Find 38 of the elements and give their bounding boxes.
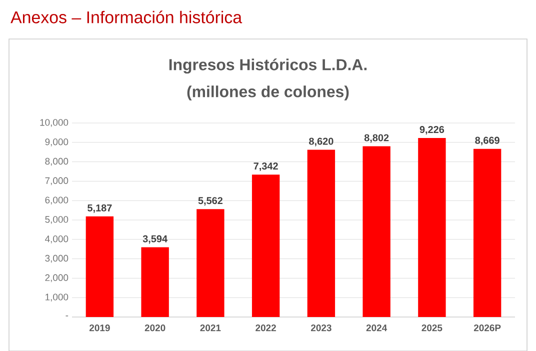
data-label: 8,802 — [364, 134, 389, 143]
x-tick-label: 2024 — [366, 324, 388, 332]
data-label: 9,226 — [420, 126, 444, 134]
data-label: 3,594 — [142, 235, 168, 244]
bar — [418, 138, 446, 317]
x-tick-label: 2023 — [310, 324, 332, 332]
y-tick-label: 10,000 — [40, 118, 68, 127]
data-label: 8,620 — [309, 138, 334, 146]
bar — [196, 208, 224, 317]
x-tick-label: 2026P — [474, 324, 501, 332]
y-tick-label: - — [66, 315, 68, 316]
x-tick-label: 2025 — [422, 324, 442, 332]
chart-title: Ingresos Históricos L.D.A. — [169, 58, 367, 74]
y-tick-label: 8,000 — [45, 158, 68, 166]
bar — [141, 247, 169, 317]
y-tick-label: 6,000 — [45, 196, 68, 204]
data-label: 7,342 — [254, 162, 278, 171]
x-tick-label: 2022 — [256, 324, 276, 332]
data-label: 5,187 — [88, 204, 112, 213]
bar — [252, 174, 280, 317]
y-tick-label: 7,000 — [45, 177, 68, 185]
bar — [86, 216, 114, 317]
data-label: 5,562 — [198, 196, 223, 206]
y-tick-label: 3,000 — [45, 254, 68, 263]
bar — [362, 146, 390, 317]
x-tick-label: 2020 — [144, 324, 166, 332]
y-tick-label: 9,000 — [45, 138, 68, 146]
data-label: 8,669 — [475, 136, 500, 146]
x-tick-label: 2021 — [200, 324, 221, 332]
y-tick-label: 1,000 — [46, 293, 68, 302]
chart-subtitle: (millones de colones) — [187, 85, 349, 100]
y-tick-label: 4,000 — [45, 235, 68, 244]
y-tick-label: 5,000 — [45, 216, 68, 224]
text: Anexos – Información histórica — [10, 10, 242, 24]
bar — [473, 148, 502, 317]
x-tick-label: 2019 — [89, 324, 110, 332]
y-tick-label: 2,000 — [45, 274, 68, 282]
bar — [307, 150, 336, 317]
